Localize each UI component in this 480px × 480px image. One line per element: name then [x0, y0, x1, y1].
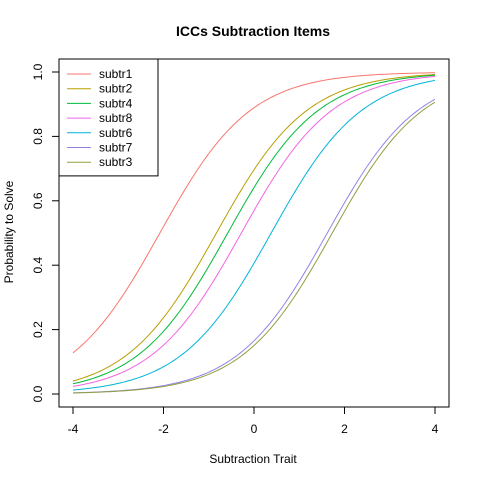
y-axis-label: Probability to Solve: [2, 180, 16, 283]
curve-subtr1: [72, 72, 436, 354]
y-tick-label: 1.0: [31, 63, 45, 80]
y-tick-label: 0.6: [31, 192, 45, 209]
curve-subtr2: [72, 74, 436, 382]
chart-title: ICCs Subtraction Items: [176, 23, 330, 39]
y-tick-label: 0.4: [31, 257, 45, 274]
legend-label-subtr3: subtr3: [99, 155, 133, 169]
legend-label-subtr1: subtr1: [99, 67, 133, 81]
legend-box: [58, 58, 159, 177]
curve-subtr3: [72, 101, 436, 394]
curve-subtr8: [72, 75, 436, 387]
x-tick-label: 0: [251, 422, 258, 436]
x-axis: -4 -2 0 2 4: [68, 406, 439, 436]
curve-subtr4: [72, 74, 436, 385]
x-tick-label: 4: [432, 422, 439, 436]
y-tick-label: 0.0: [31, 385, 45, 402]
series-curves: [72, 72, 436, 394]
x-tick-label: -4: [68, 422, 79, 436]
legend-label-subtr8: subtr8: [99, 111, 133, 125]
curve-subtr6: [72, 79, 436, 391]
legend: subtr1subtr2subtr4subtr8subtr6subtr7subt…: [58, 58, 159, 177]
legend-label-subtr2: subtr2: [99, 82, 133, 96]
legend-label-subtr7: subtr7: [99, 141, 133, 155]
y-tick-label: 0.2: [31, 321, 45, 338]
x-tick-label: 2: [341, 422, 348, 436]
y-tick-label: 0.8: [31, 128, 45, 145]
legend-label-subtr6: subtr6: [99, 126, 133, 140]
x-tick-label: -2: [158, 422, 169, 436]
x-axis-label: Subtraction Trait: [209, 452, 297, 466]
y-axis: 0.0 0.2 0.4 0.6 0.8 1.0: [31, 63, 60, 402]
legend-label-subtr4: subtr4: [99, 96, 133, 110]
